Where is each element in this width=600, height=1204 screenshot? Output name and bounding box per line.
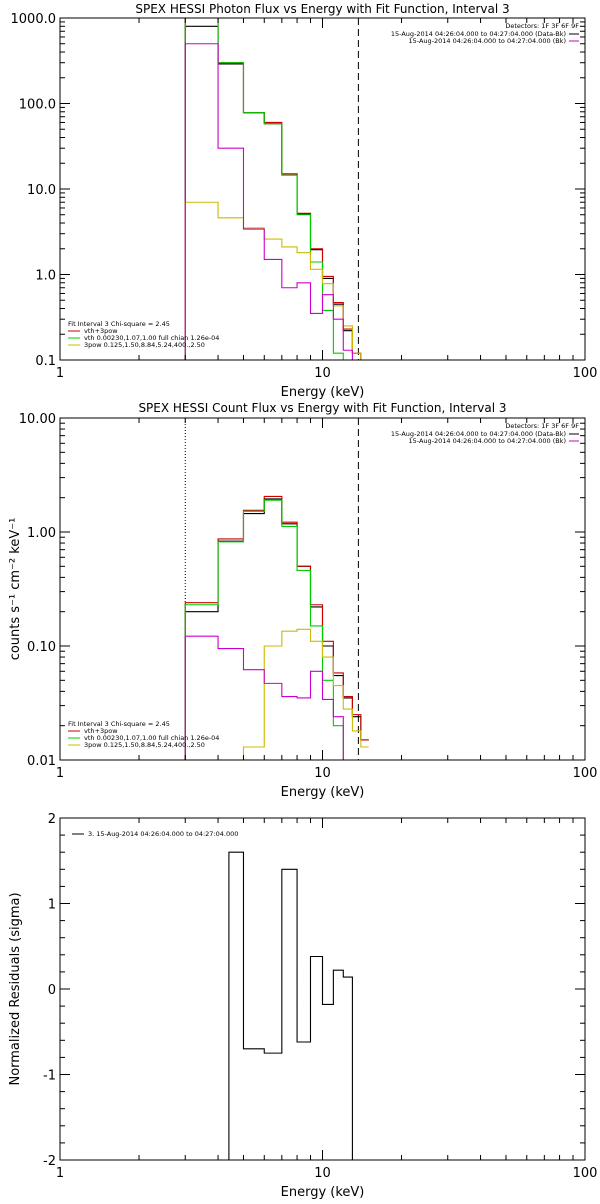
series-line-1 (184, 498, 369, 760)
x-tick-label: 10 (314, 1166, 331, 1181)
y-tick-label: 2 (48, 812, 56, 827)
y-tick-label: 0 (48, 983, 56, 998)
x-axis-label: Energy (keV) (281, 385, 365, 400)
y-tick-label: 0.1 (35, 354, 56, 369)
legend-entry: vth+3pow (84, 727, 118, 735)
detector-legend-header: Detectors: 1F 3F 6F 9F (505, 22, 579, 30)
legend-header: Fit Interval 3 Chi-square = 2.45 (68, 720, 170, 728)
x-tick-label: 10 (314, 366, 331, 381)
y-tick-label: 10.00 (19, 412, 56, 427)
detector-legend-entry: 15-Aug-2014 04:26:04.000 to 04:27:04.000… (409, 37, 566, 45)
x-tick-label: 1 (56, 366, 64, 381)
chart-panel-2: SPEX HESSI Count Flux vs Energy with Fit… (8, 401, 597, 800)
x-axis-label: Energy (keV) (281, 1185, 365, 1200)
chart-title: SPEX HESSI Count Flux vs Energy with Fit… (138, 401, 506, 415)
legend-entry: 3. 15-Aug-2014 04:26:04.000 to 04:27:04.… (88, 830, 238, 838)
series-line-3 (184, 18, 369, 360)
legend-entry: vth 0.00230,1.07,1.00 full chian 1.26e-0… (84, 334, 219, 342)
y-axis-label: counts s⁻¹ cm⁻² keV⁻¹ (8, 518, 23, 661)
y-tick-label: 10.0 (27, 183, 56, 198)
y-axis-label: Normalized Residuals (sigma) (8, 892, 23, 1085)
y-tick-label: 0.10 (27, 640, 56, 655)
series-line-3 (184, 499, 369, 760)
x-axis-label: Energy (keV) (281, 785, 365, 800)
legend-entry: 3pow 0.125,1.50,8.84,5.24,400.,2.50 (84, 341, 205, 349)
detector-legend-entry: 15-Aug-2014 04:26:04.000 to 04:27:04.000… (391, 30, 566, 38)
y-tick-label: 1.00 (27, 526, 56, 541)
plot-frame (59, 417, 586, 761)
legend-entry: vth+3pow (84, 327, 118, 335)
chart-panel-3: 1 10 100 -2 -1 0 1 2 Energy (keV) Normalized Resi… (8, 812, 597, 1200)
series-line-5 (184, 43, 369, 360)
x-tick-label: 1 (56, 1166, 64, 1181)
detector-legend-header: Detectors: 1F 3F 6F 9F (505, 422, 579, 430)
y-tick-label: 100.0 (19, 98, 56, 113)
detector-legend-entry: 15-Aug-2014 04:26:04.000 to 04:27:04.000… (409, 437, 566, 445)
y-tick-label: -1 (43, 1069, 56, 1084)
chart-panel-1: SPEX HESSI Photon Flux vs Energy with Fi… (11, 2, 598, 400)
y-tick-label: 1.0 (35, 269, 56, 284)
y-tick-label: 1000.0 (11, 12, 57, 27)
y-tick-label: 0.01 (27, 754, 56, 769)
y-tick-label: -2 (43, 1154, 56, 1169)
y-tick-label: 1 (48, 898, 56, 913)
series-line-2 (184, 18, 369, 360)
chart-title: SPEX HESSI Photon Flux vs Energy with Fi… (135, 2, 509, 16)
series-line-4 (185, 628, 369, 760)
legend-header: Fit Interval 3 Chi-square = 2.45 (68, 320, 170, 328)
x-tick-label: 100 (573, 1166, 598, 1181)
series-line-1 (184, 25, 369, 360)
x-tick-label: 10 (314, 766, 331, 781)
x-tick-label: 100 (573, 366, 598, 381)
legend-entry: vth 0.00230,1.07,1.00 full chian 1.26e-0… (84, 734, 219, 742)
series-line-1 (185, 851, 359, 1160)
x-tick-label: 100 (573, 766, 598, 781)
series-line-5 (184, 635, 369, 760)
x-tick-label: 1 (56, 766, 64, 781)
legend-entry: 3pow 0.125,1.50,8.84,5.24,400.,2.50 (84, 741, 205, 749)
detector-legend-entry: 15-Aug-2014 04:26:04.000 to 04:27:04.000… (391, 430, 566, 438)
series-line-2 (184, 495, 369, 760)
